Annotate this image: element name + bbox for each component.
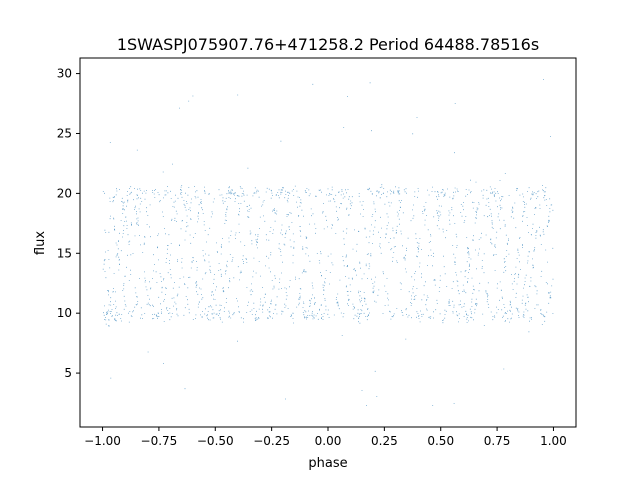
x-axis: −1.00 −0.75 −0.50 −0.25 0.00 0.25 0.50 0.75 1.00 — [84, 427, 567, 448]
chart-title: 1SWASPJ075907.76+471258.2 Period 64488.7… — [117, 35, 539, 54]
x-tick-label: 0.00 — [315, 434, 342, 448]
x-tick-label: −0.25 — [253, 434, 290, 448]
y-axis: 5 10 15 20 25 30 — [57, 67, 80, 380]
x-axis-label: phase — [308, 456, 347, 471]
scatter-points — [102, 79, 554, 406]
y-tick-label: 10 — [57, 306, 72, 320]
x-tick-label: 0.25 — [371, 434, 398, 448]
y-axis-label: flux — [33, 231, 48, 255]
plot-frame — [79, 57, 577, 428]
y-tick-label: 20 — [57, 186, 72, 200]
x-tick-label: −0.50 — [197, 434, 234, 448]
y-tick-label: 5 — [64, 366, 72, 380]
x-tick-label: 0.50 — [427, 434, 454, 448]
x-tick-label: 0.75 — [484, 434, 511, 448]
data-points — [102, 79, 554, 406]
x-tick-label: 1.00 — [540, 434, 567, 448]
x-tick-label: −1.00 — [84, 434, 121, 448]
x-tick-label: −0.75 — [141, 434, 178, 448]
y-tick-label: 15 — [57, 246, 72, 260]
y-tick-label: 25 — [57, 126, 72, 140]
y-tick-label: 30 — [57, 67, 72, 81]
